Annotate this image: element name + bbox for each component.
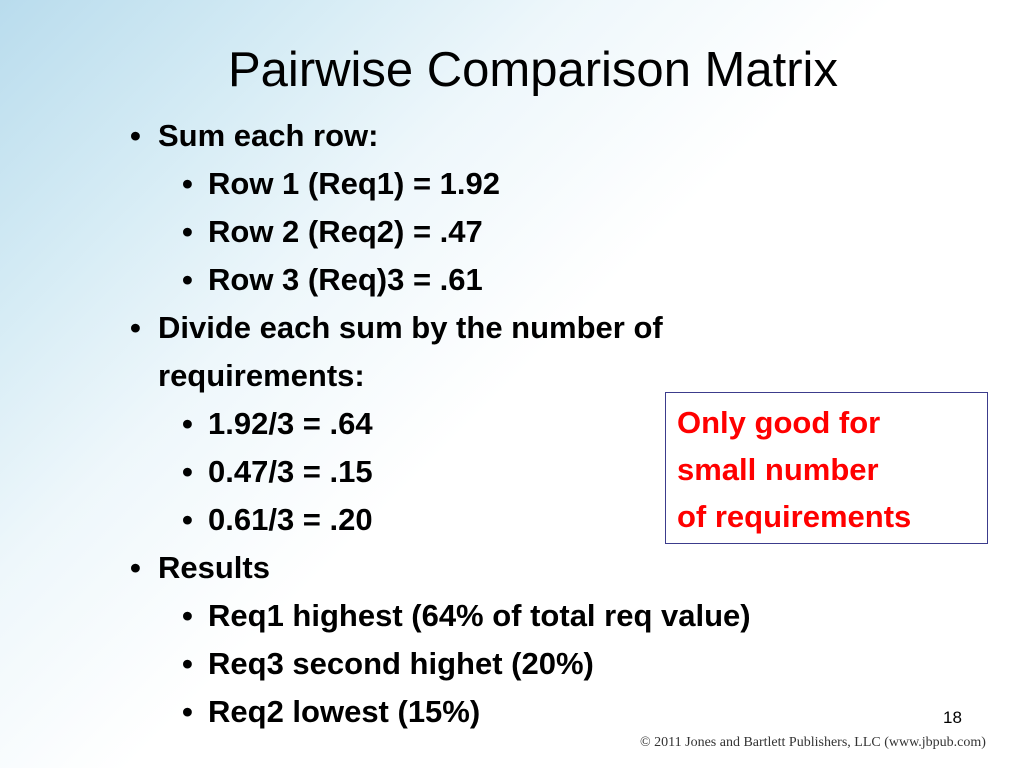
- sub-bullet-item: • Row 2 (Req2) = .47: [130, 208, 990, 256]
- sub-bullet-item: • 0.47/3 = .15: [130, 448, 990, 496]
- bullet-dot: •: [130, 118, 141, 153]
- sub-bullet-item: • Row 3 (Req)3 = .61: [130, 256, 990, 304]
- bullet-text: Sum each row:: [158, 118, 379, 153]
- sub-bullet-text: 1.92/3 = .64: [208, 406, 373, 441]
- sub-bullet-item: • 0.61/3 = .20: [130, 496, 990, 544]
- sub-bullet-item: • Row 1 (Req1) = 1.92: [130, 160, 990, 208]
- bullet-dot: •: [182, 598, 193, 633]
- bullet-dot: •: [130, 310, 141, 345]
- sub-bullet-item: • Req3 second highet (20%): [130, 640, 990, 688]
- bullet-dot: •: [130, 550, 141, 585]
- bullet-dot: •: [182, 694, 193, 729]
- bullet-dot: •: [182, 502, 193, 537]
- copyright-notice: © 2011 Jones and Bartlett Publishers, LL…: [640, 735, 986, 750]
- bullet-dot: •: [182, 262, 193, 297]
- bullet-item: • Results: [130, 544, 990, 592]
- slide-title: Pairwise Comparison Matrix: [228, 43, 838, 97]
- bullet-dot: •: [182, 646, 193, 681]
- callout-line: small number: [677, 452, 879, 487]
- bullet-dot: •: [182, 214, 193, 249]
- sub-bullet-text: 0.47/3 = .15: [208, 454, 373, 489]
- bullet-dot: •: [182, 166, 193, 201]
- bullet-text: Results: [158, 550, 270, 585]
- sub-bullet-item: • Req1 highest (64% of total req value): [130, 592, 990, 640]
- sub-bullet-text: Req2 lowest (15%): [208, 694, 481, 729]
- sub-bullet-text: Req1 highest (64% of total req value): [208, 598, 751, 633]
- bullet-list: • Sum each row: • Row 1 (Req1) = 1.92 • …: [130, 112, 990, 736]
- bullet-item: • Sum each row:: [130, 112, 990, 160]
- page-number: 18: [943, 708, 962, 727]
- bullet-text: Divide each sum by the number of: [158, 310, 663, 345]
- sub-bullet-text: 0.61/3 = .20: [208, 502, 373, 537]
- bullet-text-continuation: requirements:: [158, 358, 365, 393]
- sub-bullet-item: • 1.92/3 = .64: [130, 400, 990, 448]
- bullet-item: • Divide each sum by the number of requi…: [130, 304, 990, 400]
- callout-box: Only good for small number of requiremen…: [665, 392, 988, 544]
- callout-line: Only good for: [677, 405, 881, 440]
- callout-line: of requirements: [677, 499, 912, 534]
- sub-bullet-item: • Req2 lowest (15%): [130, 688, 990, 736]
- bullet-dot: •: [182, 454, 193, 489]
- sub-bullet-text: Row 1 (Req1) = 1.92: [208, 166, 501, 201]
- sub-bullet-text: Req3 second highet (20%): [208, 646, 594, 681]
- sub-bullet-text: Row 3 (Req)3 = .61: [208, 262, 483, 297]
- sub-bullet-text: Row 2 (Req2) = .47: [208, 214, 483, 249]
- bullet-dot: •: [182, 406, 193, 441]
